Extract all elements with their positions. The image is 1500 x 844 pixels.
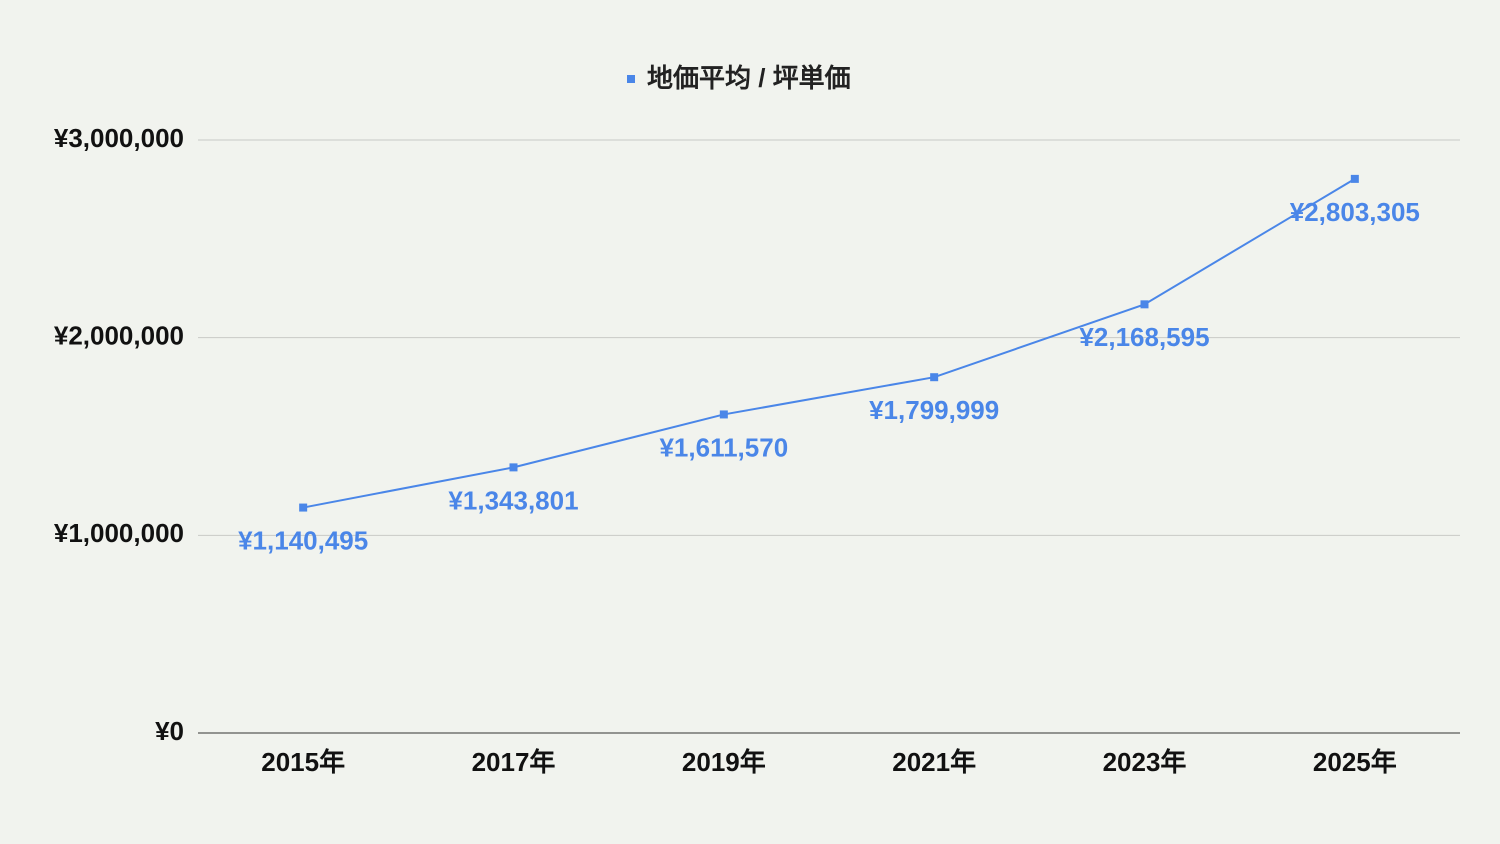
data-point <box>1140 300 1149 309</box>
data-label: ¥2,803,305 <box>1290 197 1420 227</box>
legend-marker <box>627 75 635 83</box>
data-label: ¥1,799,999 <box>869 395 999 425</box>
legend-label: 地価平均 / 坪単価 <box>647 63 851 93</box>
data-label: ¥2,168,595 <box>1079 322 1209 352</box>
data-point <box>299 503 308 512</box>
y-tick-label: ¥3,000,000 <box>54 123 184 153</box>
y-tick-label: ¥1,000,000 <box>54 518 184 548</box>
data-label: ¥1,140,495 <box>238 525 368 555</box>
x-tick-label: 2025年 <box>1313 747 1397 777</box>
data-line <box>302 178 1356 509</box>
data-point <box>719 410 728 419</box>
data-point <box>1350 174 1359 183</box>
y-tick-label: ¥2,000,000 <box>54 321 184 351</box>
y-tick-label: ¥0 <box>155 716 184 746</box>
x-tick-label: 2023年 <box>1103 747 1187 777</box>
data-label: ¥1,611,570 <box>659 432 788 462</box>
data-label: ¥1,343,801 <box>448 485 578 515</box>
x-tick-label: 2015年 <box>261 747 345 777</box>
data-point <box>930 373 939 382</box>
x-tick-label: 2017年 <box>472 747 556 777</box>
x-tick-label: 2021年 <box>892 747 976 777</box>
x-tick-label: 2019年 <box>682 747 766 777</box>
data-point <box>509 463 518 472</box>
